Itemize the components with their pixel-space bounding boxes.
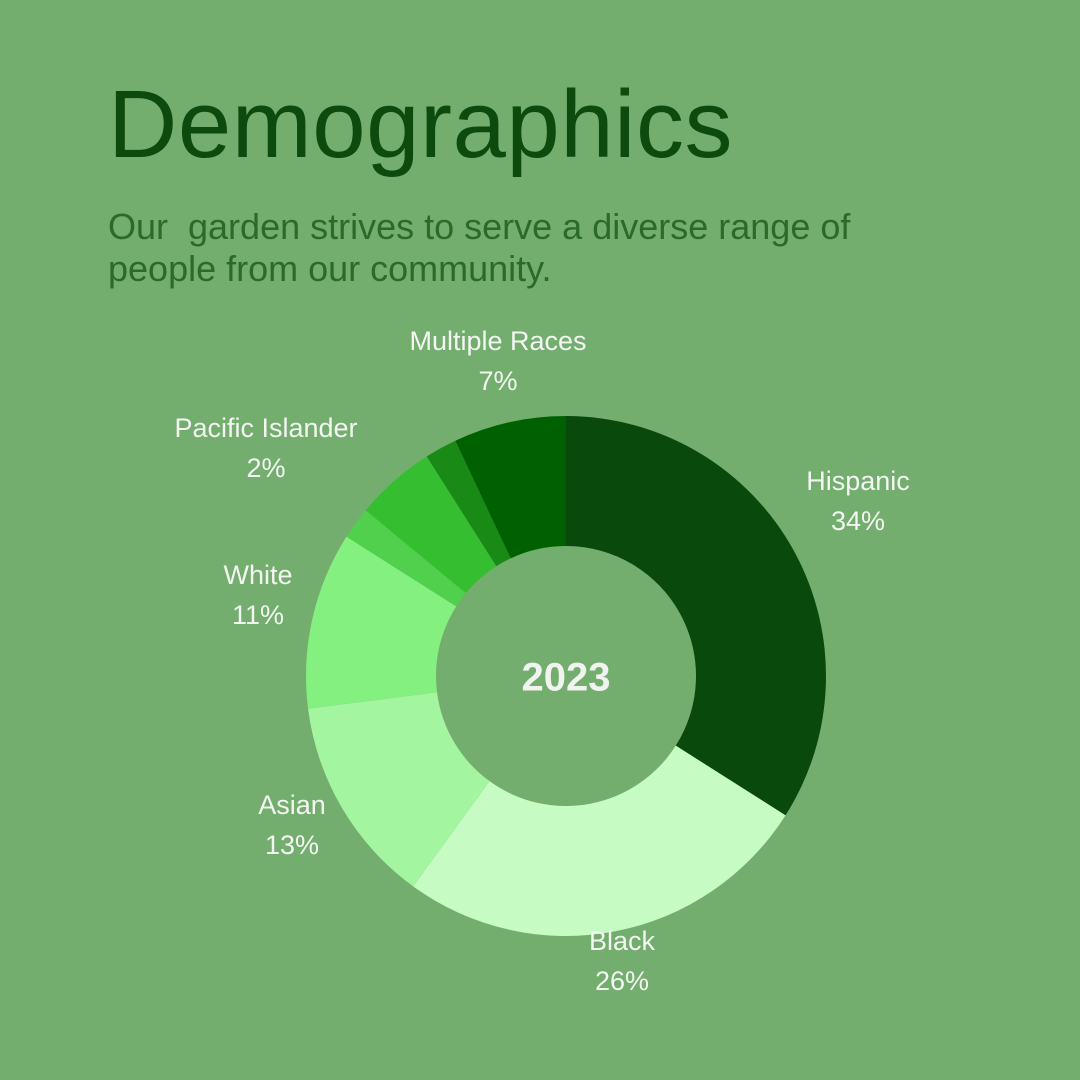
slice-multiple-races [455,416,566,559]
value-label: 7% [478,366,517,396]
value-label: 2% [246,453,285,483]
donut-slices [306,416,826,936]
slice-pacific-islander [426,440,511,567]
value-label: 26% [595,966,649,996]
slice-labels: Hispanic 34% Black 26% Asian 13% White 11% Pacif… [174,326,909,996]
category-label: Black [589,926,656,956]
category-label: White [223,560,292,590]
value-label: 13% [265,830,319,860]
slice-hispanic [566,416,826,816]
category-label: Pacific Islander [174,413,357,443]
slice-white [306,536,457,709]
value-label: 11% [232,600,284,630]
slice-unlabeled-5 [365,456,497,594]
category-label: Hispanic [806,466,910,496]
category-label: Multiple Races [409,326,586,356]
slice-asian [308,692,490,887]
page-subtitle: Our garden strives to serve a diverse ra… [108,206,861,289]
center-label: 2023 [522,656,611,700]
category-label: Asian [258,790,326,820]
page-title: Demographics [108,71,733,178]
slice-unlabeled-4 [346,510,466,607]
slice-black [413,745,786,936]
value-label: 34% [831,506,885,536]
